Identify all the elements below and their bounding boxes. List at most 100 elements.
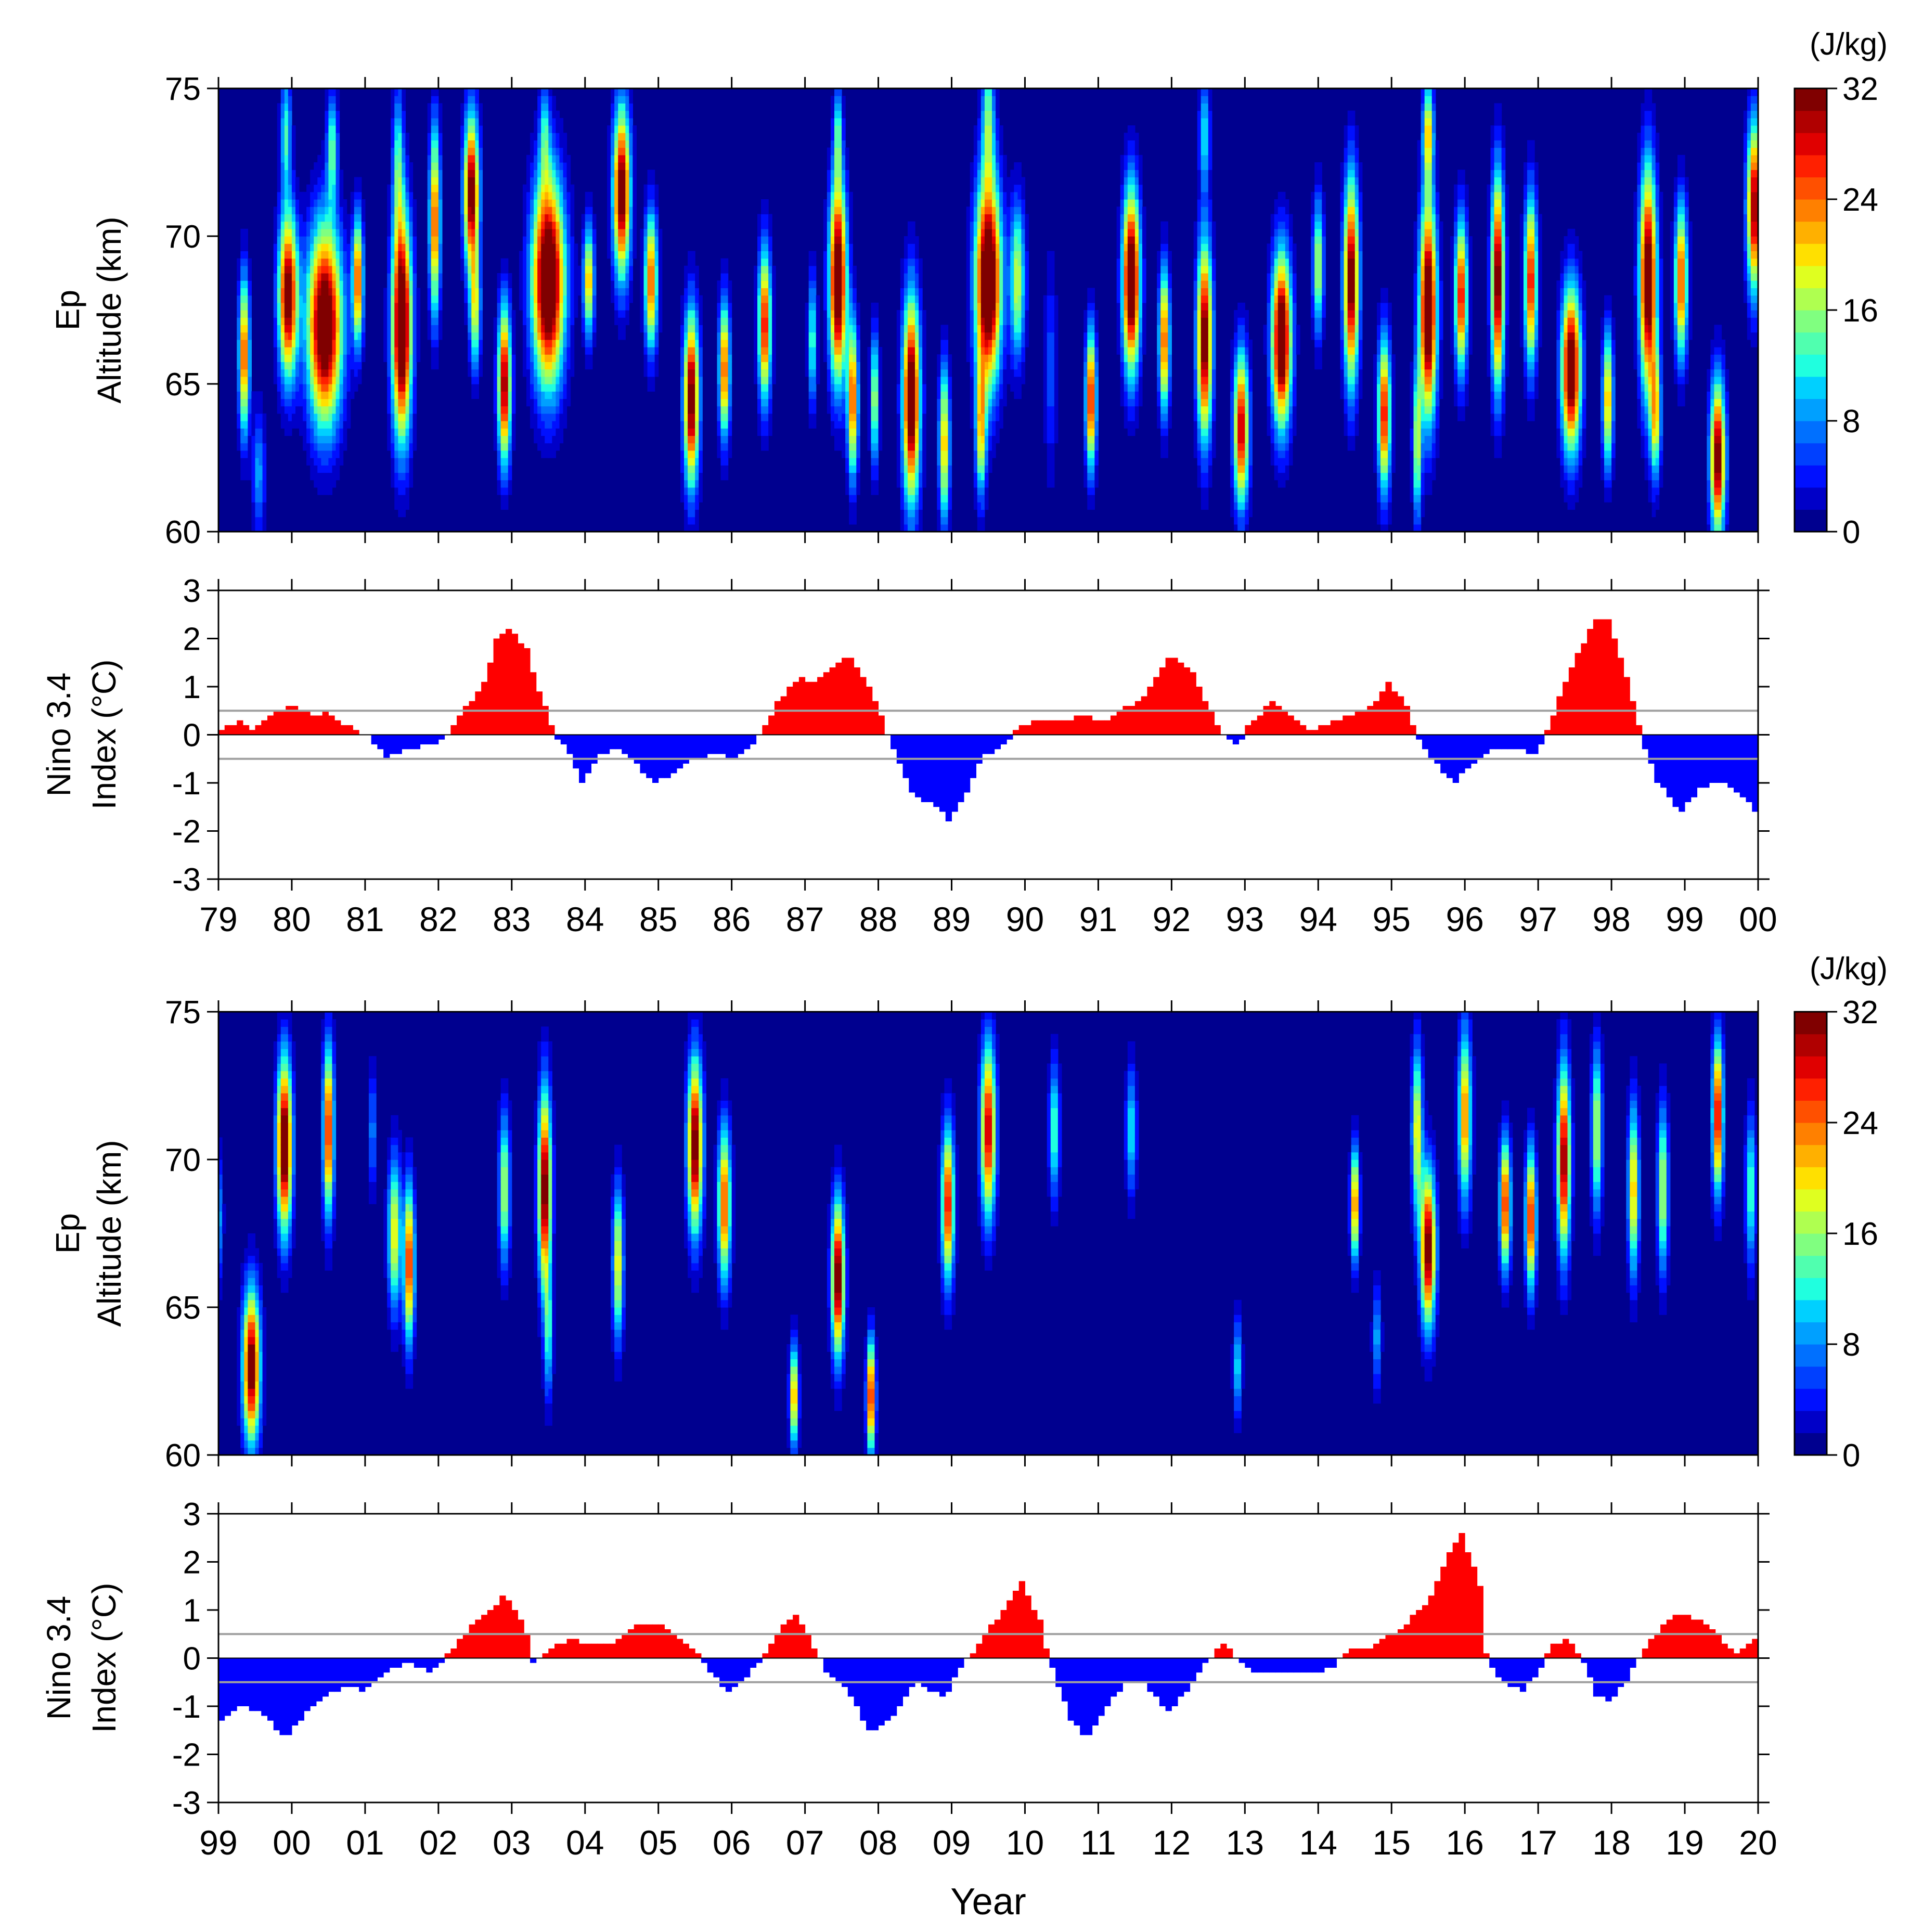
- heatmap-cell: [900, 288, 905, 296]
- heatmap-cell: [479, 154, 483, 163]
- heatmap-cell: [728, 295, 732, 303]
- heatmap-cell: [339, 384, 344, 392]
- heatmap-cell: [900, 376, 905, 384]
- heatmap-cell: [402, 384, 406, 392]
- heatmap-cell: [409, 347, 414, 355]
- heatmap-cell: [288, 228, 292, 237]
- heatmap-cell: [691, 435, 695, 444]
- heatmap-cell: [691, 413, 695, 421]
- heatmap-cell: [607, 251, 611, 259]
- heatmap-cell: [237, 413, 241, 421]
- heatmap-cell: [842, 443, 846, 451]
- heatmap-cell: [325, 310, 329, 318]
- heatmap-cell: [284, 162, 289, 170]
- heatmap-cell: [849, 265, 853, 274]
- heatmap-cell: [314, 191, 318, 200]
- heatmap-cell: [504, 354, 509, 362]
- heatmap-cell: [310, 391, 314, 399]
- heatmap-cell: [834, 406, 838, 414]
- heatmap-cell: [871, 413, 875, 421]
- heatmap-cell: [878, 421, 883, 429]
- heatmap-cell: [607, 177, 611, 185]
- heatmap-cell: [849, 391, 853, 399]
- heatmap-cell: [530, 251, 534, 259]
- heatmap-cell: [545, 125, 549, 133]
- heatmap-cell: [922, 369, 926, 377]
- heatmap-cell: [992, 443, 996, 451]
- heatmap-cell: [651, 332, 655, 340]
- heatmap-cell: [980, 406, 985, 414]
- heatmap-cell: [717, 369, 721, 377]
- heatmap-cell: [647, 280, 652, 288]
- heatmap-cell: [566, 310, 571, 318]
- heatmap-cell: [335, 398, 340, 407]
- heatmap-cell: [812, 280, 817, 288]
- heatmap-cell: [259, 502, 263, 510]
- heatmap-cell: [940, 391, 945, 399]
- heatmap-cell: [973, 435, 978, 444]
- heatmap-cell: [548, 295, 552, 303]
- heatmap-cell: [412, 265, 417, 274]
- heatmap-cell: [629, 170, 633, 177]
- heatmap-cell: [288, 147, 292, 156]
- heatmap-cell: [497, 413, 501, 421]
- heatmap-cell: [753, 288, 758, 296]
- heatmap-cell: [398, 428, 402, 436]
- heatmap-cell: [625, 243, 629, 251]
- heatmap-cell: [830, 251, 835, 259]
- heatmap-cell: [970, 280, 974, 288]
- heatmap-cell: [346, 369, 351, 377]
- heatmap-cell: [973, 421, 978, 429]
- heatmap-cell: [724, 421, 729, 429]
- heatmap-cell: [853, 406, 857, 414]
- heatmap-cell: [339, 207, 344, 214]
- heatmap-cell: [251, 421, 256, 429]
- heatmap-cell: [643, 214, 648, 222]
- heatmap-cell: [585, 347, 589, 355]
- heatmap-cell: [479, 214, 483, 222]
- heatmap-cell: [556, 184, 560, 192]
- heatmap-cell: [684, 398, 688, 407]
- heatmap-cell: [625, 191, 629, 200]
- heatmap-cell: [812, 398, 817, 407]
- heatmap-cell: [944, 450, 949, 458]
- heatmap-cell: [335, 458, 340, 466]
- heatmap-cell: [343, 435, 347, 444]
- heatmap-cell: [838, 413, 842, 421]
- heatmap-cell: [838, 214, 842, 222]
- heatmap-cell: [237, 443, 241, 451]
- heatmap-cell: [618, 288, 622, 296]
- heatmap-cell: [970, 347, 974, 355]
- heatmap-cell: [944, 509, 949, 518]
- heatmap-cell: [757, 228, 762, 237]
- heatmap-cell: [607, 140, 611, 148]
- heatmap-cell: [768, 214, 772, 222]
- heatmap-cell: [922, 406, 926, 414]
- heatmap-cell: [259, 435, 263, 444]
- heatmap-cell: [402, 325, 406, 333]
- heatmap-cell: [984, 140, 989, 148]
- heatmap-cell: [394, 133, 398, 140]
- heatmap-cell: [830, 191, 835, 200]
- heatmap-cell: [896, 472, 901, 481]
- heatmap-cell: [335, 302, 340, 311]
- heatmap-cell: [827, 332, 831, 340]
- heatmap-cell: [944, 502, 949, 510]
- heatmap-cell: [427, 302, 432, 311]
- heatmap-cell: [288, 280, 292, 288]
- heatmap-cell: [977, 369, 982, 377]
- heatmap-cell: [724, 465, 729, 473]
- heatmap-cell: [922, 384, 926, 392]
- heatmap-cell: [479, 362, 483, 370]
- heatmap-cell: [654, 280, 659, 288]
- heatmap-cell: [321, 295, 325, 303]
- heatmap-cell: [468, 103, 472, 111]
- heatmap-cell: [849, 435, 853, 444]
- heatmap-cell: [291, 391, 296, 399]
- heatmap-cell: [900, 339, 905, 347]
- heatmap-cell: [618, 133, 622, 140]
- heatmap-cell: [878, 362, 883, 370]
- heatmap-cell: [545, 391, 549, 399]
- heatmap-cell: [280, 406, 285, 414]
- heatmap-cell: [699, 347, 703, 355]
